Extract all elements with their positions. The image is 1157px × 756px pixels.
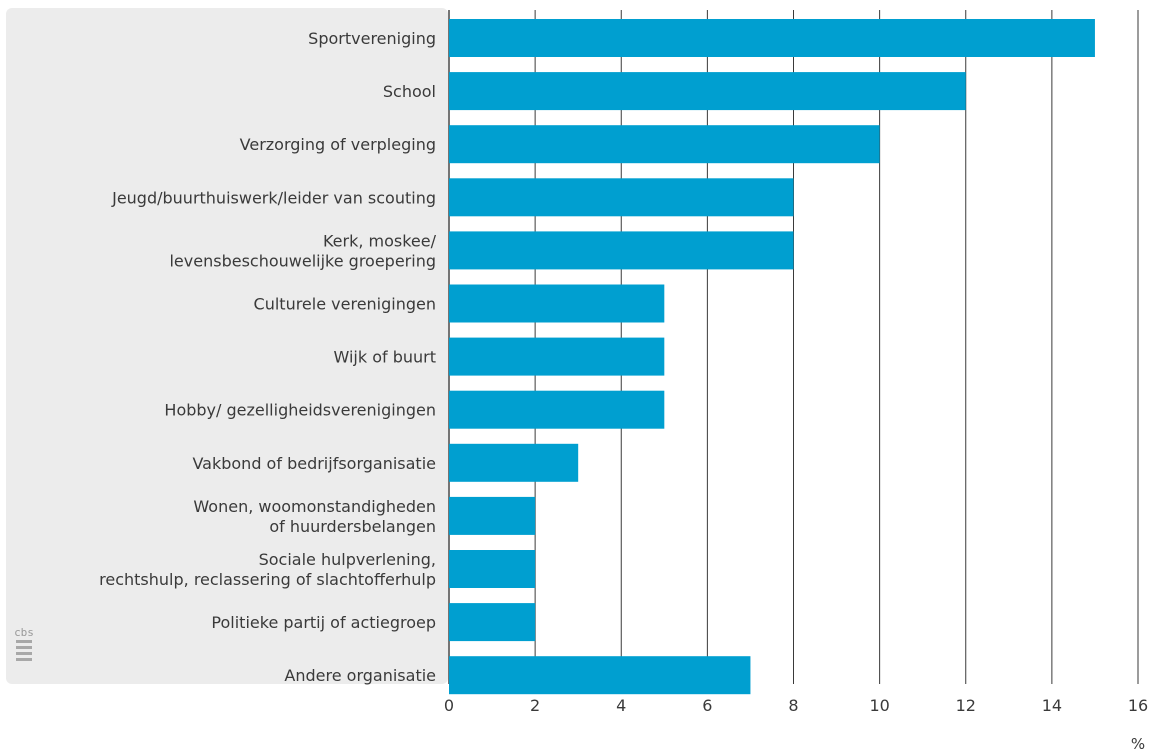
x-tick-label-4: 4 <box>616 696 626 715</box>
x-tick-label-14: 14 <box>1042 696 1062 715</box>
bar-12 <box>449 656 751 695</box>
x-tick-label-2: 2 <box>530 696 540 715</box>
bar-5 <box>449 284 665 323</box>
x-tick-label-0: 0 <box>444 696 454 715</box>
category-labels: Sportvereniging School Verzorging of verpl… <box>99 29 436 685</box>
category-label-12: Andere organisatie <box>284 666 436 685</box>
cbs-logo-text: cbs <box>14 626 34 639</box>
bar-11 <box>449 603 536 642</box>
category-label-0: Sportvereniging <box>308 29 436 48</box>
bar-4 <box>449 231 794 270</box>
bar-3 <box>449 178 794 217</box>
category-label-4: Kerk, moskee/levensbeschouwelijke groepe… <box>169 231 436 270</box>
category-label-9: Wonen, woomonstandigheden of huurdersbela… <box>193 497 436 536</box>
category-label-10: Sociale hulpverlening, rechtshulp, reclas… <box>99 550 436 589</box>
bar-8 <box>449 443 579 482</box>
cbs-logo-icon: cbs <box>14 626 34 661</box>
category-label-2: Verzorging of verpleging <box>240 135 436 154</box>
x-tick-label-12: 12 <box>956 696 976 715</box>
bars <box>449 19 1095 695</box>
x-tick-label-16: 16 <box>1128 696 1148 715</box>
category-label-5: Culturele verenigingen <box>254 295 436 314</box>
x-tick-label-6: 6 <box>702 696 712 715</box>
category-label-1: School <box>383 82 436 101</box>
category-label-8: Vakbond of bedrijfsorganisatie <box>192 454 436 473</box>
category-label-11: Politieke partij of actiegroep <box>211 613 436 632</box>
bar-6 <box>449 337 665 376</box>
bar-2 <box>449 125 880 164</box>
bar-0 <box>449 19 1095 57</box>
x-tick-labels: 0 2 4 6 8 10 12 14 16 <box>444 696 1148 715</box>
category-label-7: Hobby/ gezelligheidsverenigingen <box>164 401 436 420</box>
x-tick-label-10: 10 <box>869 696 889 715</box>
bar-10 <box>449 550 536 588</box>
category-label-3: Jeugd/buurthuiswerk/leider van scouting <box>111 188 436 207</box>
bar-9 <box>449 496 536 535</box>
x-tick-label-8: 8 <box>788 696 798 715</box>
category-label-6: Wijk of buurt <box>333 348 436 367</box>
bar-1 <box>449 72 966 111</box>
bar-7 <box>449 390 665 429</box>
x-unit-label: % <box>1131 735 1145 753</box>
label-panel <box>6 8 448 684</box>
